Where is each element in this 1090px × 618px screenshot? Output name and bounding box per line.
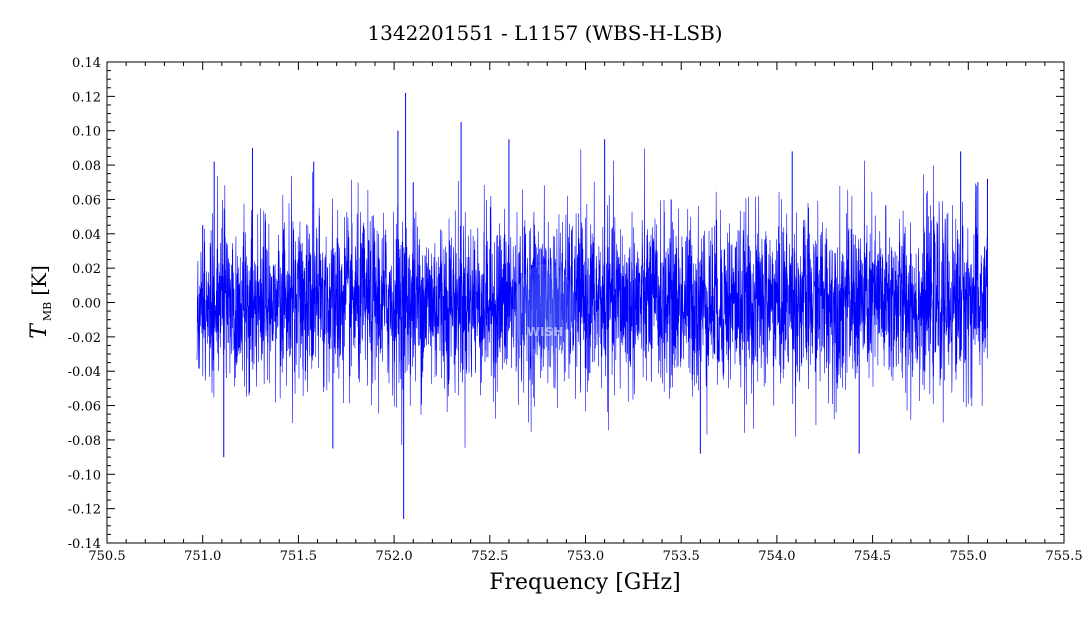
x-tick-label: 751.0 xyxy=(184,549,221,564)
y-axis-label-symbol: T xyxy=(27,322,52,339)
y-tick-label: 0.10 xyxy=(72,125,101,140)
x-tick-label: 751.5 xyxy=(280,549,317,564)
y-axis-label-unit: [K] xyxy=(27,265,51,296)
chart-title: 1342201551 - L1157 (WBS-H-LSB) xyxy=(367,21,722,45)
x-tick-label: 754.5 xyxy=(854,549,891,564)
x-tick-label: 753.5 xyxy=(663,549,700,564)
y-tick-label: 0.02 xyxy=(72,262,101,277)
y-tick-label: -0.06 xyxy=(68,400,101,415)
y-axis-label-subscript: MB xyxy=(41,302,54,321)
y-axis: 0.14 0.12 0.10 0.08 0.06 0.04 0.02 0.00 -0.02 -0.… xyxy=(68,56,1064,552)
x-tick-label: 755.0 xyxy=(950,549,987,564)
x-tick-label: 752.0 xyxy=(375,549,412,564)
y-tick-label: -0.10 xyxy=(68,468,101,483)
y-tick-label: 0.06 xyxy=(72,193,101,208)
x-axis-label: Frequency [GHz] xyxy=(489,570,681,595)
y-tick-label: -0.14 xyxy=(68,537,101,552)
y-tick-label: -0.12 xyxy=(68,503,101,518)
x-tick-label: 754.0 xyxy=(758,549,795,564)
x-axis: 750.5 751.0 751.5 752.0 752.5 753.0 753.5 754.0… xyxy=(88,62,1083,564)
x-tick-label: 752.5 xyxy=(471,549,508,564)
y-tick-label: -0.04 xyxy=(68,365,101,380)
x-tick-label: 750.5 xyxy=(88,549,125,564)
y-tick-label: 0.08 xyxy=(72,159,101,174)
y-axis-label: TMB [K] xyxy=(27,265,54,339)
spectrum-series xyxy=(196,92,988,519)
y-tick-label: 0.04 xyxy=(72,228,101,243)
y-tick-label: -0.02 xyxy=(68,331,101,346)
watermark-text: WISH xyxy=(527,325,563,339)
y-tick-label: -0.08 xyxy=(68,434,101,449)
y-tick-label: 0.14 xyxy=(72,56,101,71)
y-tick-label: 0.12 xyxy=(72,90,101,105)
wish-watermark: WISH xyxy=(513,264,577,360)
y-tick-label: 0.00 xyxy=(72,297,101,312)
x-tick-label: 755.5 xyxy=(1045,549,1082,564)
spectrum-line xyxy=(196,148,988,448)
x-tick-label: 753.0 xyxy=(567,549,604,564)
